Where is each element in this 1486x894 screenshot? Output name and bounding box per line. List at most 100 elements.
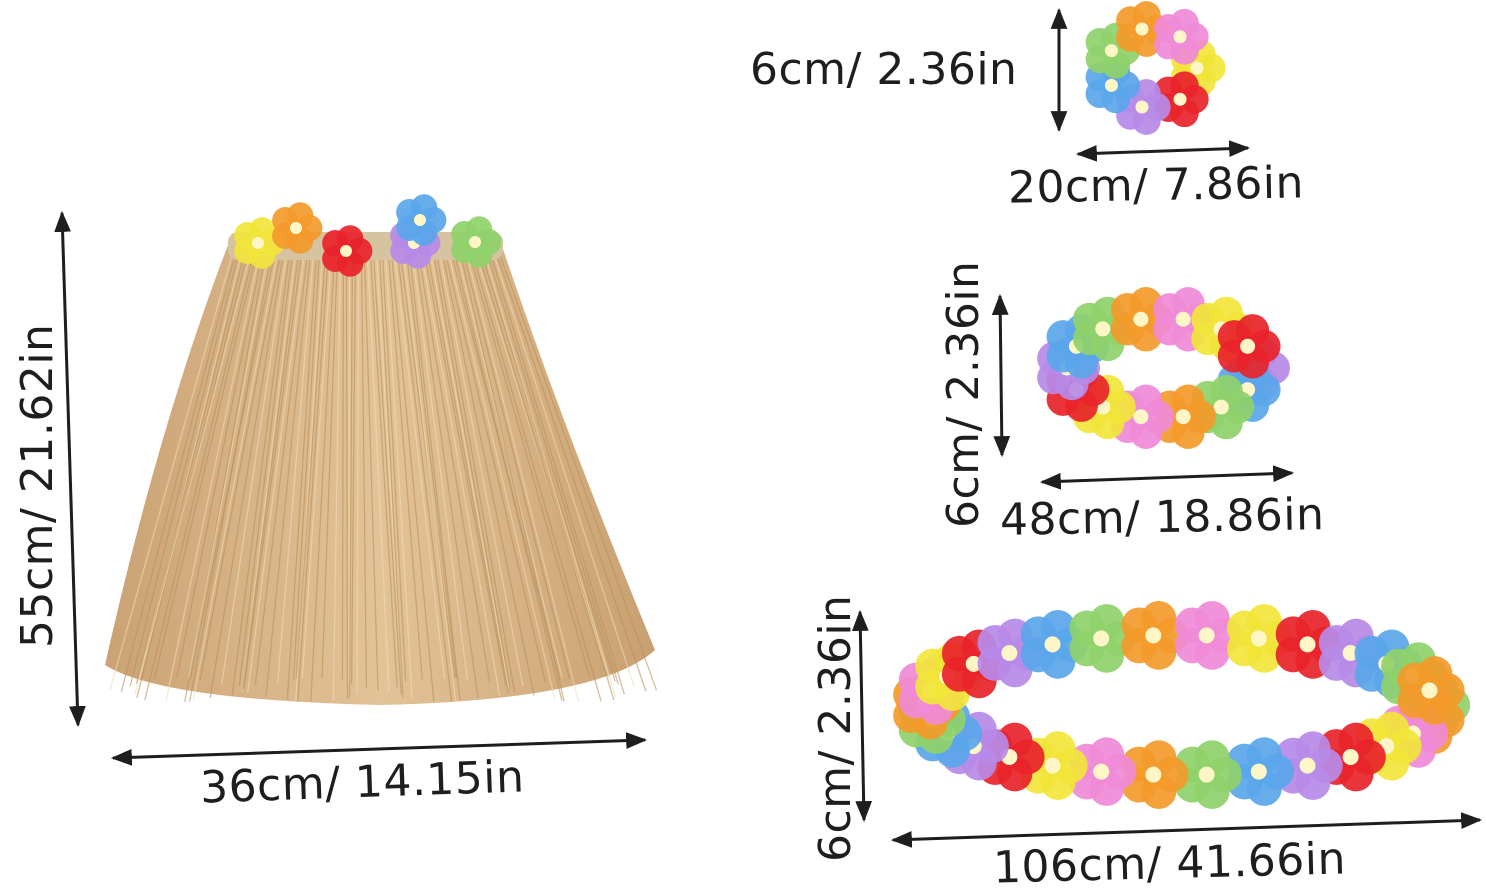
grass-strand bbox=[295, 254, 326, 679]
grass-strand bbox=[192, 254, 278, 701]
flower bbox=[272, 202, 323, 254]
grass-strand bbox=[332, 254, 342, 702]
grass-strand bbox=[387, 254, 423, 680]
grass-strand bbox=[301, 254, 333, 679]
grass-strand bbox=[189, 254, 275, 680]
grass-strand bbox=[439, 254, 524, 687]
grass-strand bbox=[421, 254, 501, 696]
grass-strand bbox=[209, 254, 284, 699]
flower bbox=[1020, 731, 1088, 800]
grass-strand bbox=[241, 254, 296, 693]
grass-strand bbox=[436, 254, 516, 693]
grass-strand bbox=[469, 254, 591, 679]
grass-strand bbox=[286, 254, 317, 699]
necklace-width-label: 106cm/ 41.66in bbox=[992, 833, 1347, 894]
grass-strand bbox=[430, 254, 510, 690]
flower bbox=[1154, 8, 1209, 65]
grass-strand bbox=[433, 254, 511, 690]
dimension-arrows bbox=[54, 7, 1483, 848]
grass-strand bbox=[366, 254, 390, 692]
grass-strand bbox=[415, 254, 479, 699]
grass-strand bbox=[424, 254, 507, 686]
grass-strand bbox=[442, 254, 535, 696]
bracelet-width-label: 20cm/ 7.86in bbox=[1007, 157, 1305, 214]
flower bbox=[1397, 656, 1465, 725]
flower bbox=[1217, 314, 1281, 379]
grass-skirt bbox=[105, 232, 658, 705]
bracelet-width-arrow bbox=[1075, 140, 1251, 162]
headband-height-arrow bbox=[991, 293, 1011, 458]
grass-strand bbox=[246, 254, 305, 694]
necklace-height-arrow bbox=[851, 609, 873, 823]
grass-strand bbox=[487, 254, 619, 685]
grass-strand bbox=[265, 254, 311, 697]
necklace-height-label: 6cm/ 2.36in bbox=[810, 594, 861, 862]
grass-strand bbox=[120, 254, 236, 692]
flower bbox=[1226, 737, 1294, 806]
grass-strand bbox=[165, 254, 260, 702]
grass-strand bbox=[427, 254, 510, 693]
grass-strand bbox=[138, 254, 251, 682]
grass-strand bbox=[297, 254, 330, 702]
grass-strand bbox=[445, 254, 547, 684]
grass-strand bbox=[144, 254, 254, 701]
grass-strand bbox=[406, 254, 458, 679]
grass-strand bbox=[472, 254, 602, 702]
grass-strand bbox=[466, 254, 580, 703]
skirt-height-arrow bbox=[54, 210, 86, 728]
grass-strand bbox=[310, 254, 336, 702]
necklace-width-arrow bbox=[890, 812, 1483, 848]
grass-strand bbox=[412, 254, 469, 681]
grass-strand bbox=[321, 254, 339, 679]
bracelet-height-label: 6cm/ 2.36in bbox=[750, 44, 1018, 95]
skirt-width-arrow bbox=[110, 732, 648, 766]
grass-strand bbox=[478, 254, 615, 700]
grass-strand bbox=[254, 254, 308, 686]
flower bbox=[234, 217, 285, 269]
grass-strand bbox=[243, 254, 302, 689]
grass-strand bbox=[363, 254, 379, 691]
skirt-height-label: 55cm/ 21.62in bbox=[12, 323, 63, 648]
grass-strand bbox=[238, 254, 293, 687]
grass-strand bbox=[378, 254, 404, 698]
flower-leis bbox=[893, 1, 1471, 809]
grass-strand bbox=[499, 254, 658, 691]
grass-strand bbox=[393, 254, 446, 679]
grass-strand bbox=[109, 254, 233, 691]
grass-strand bbox=[221, 254, 287, 684]
flower bbox=[1174, 740, 1242, 809]
grass-strand bbox=[369, 254, 398, 688]
grass-strand bbox=[277, 254, 314, 683]
grass-strand bbox=[390, 254, 435, 702]
grass-strand bbox=[384, 254, 413, 700]
flower bbox=[1121, 601, 1189, 670]
grass-strand bbox=[496, 254, 647, 692]
grass-strand bbox=[409, 254, 461, 701]
flower bbox=[1318, 722, 1386, 792]
grass-strand bbox=[360, 254, 368, 688]
headband-height-label: 6cm/ 2.36in bbox=[938, 260, 989, 528]
grass-strand bbox=[448, 254, 556, 699]
grass-strand bbox=[135, 254, 245, 684]
grass-strand bbox=[454, 254, 563, 701]
grass-strand bbox=[350, 254, 357, 685]
grass-strand bbox=[402, 254, 457, 702]
grass-strand bbox=[231, 254, 290, 696]
grass-strand bbox=[129, 254, 239, 687]
grass-strand bbox=[381, 254, 407, 682]
grass-strand bbox=[188, 254, 269, 679]
grass-strand bbox=[242, 254, 299, 690]
grass-strand bbox=[490, 254, 626, 695]
grass-strand bbox=[484, 254, 617, 698]
grass-strand bbox=[345, 254, 349, 700]
grass-strand bbox=[176, 254, 263, 679]
headband-width-arrow bbox=[1039, 465, 1295, 490]
flower bbox=[451, 216, 502, 268]
grass-strand bbox=[463, 254, 571, 679]
skirt-flowers bbox=[234, 194, 502, 277]
grass-strand bbox=[348, 254, 354, 697]
grass-strand bbox=[493, 254, 635, 688]
grass-strand bbox=[153, 254, 257, 680]
grass-strand bbox=[356, 254, 360, 694]
